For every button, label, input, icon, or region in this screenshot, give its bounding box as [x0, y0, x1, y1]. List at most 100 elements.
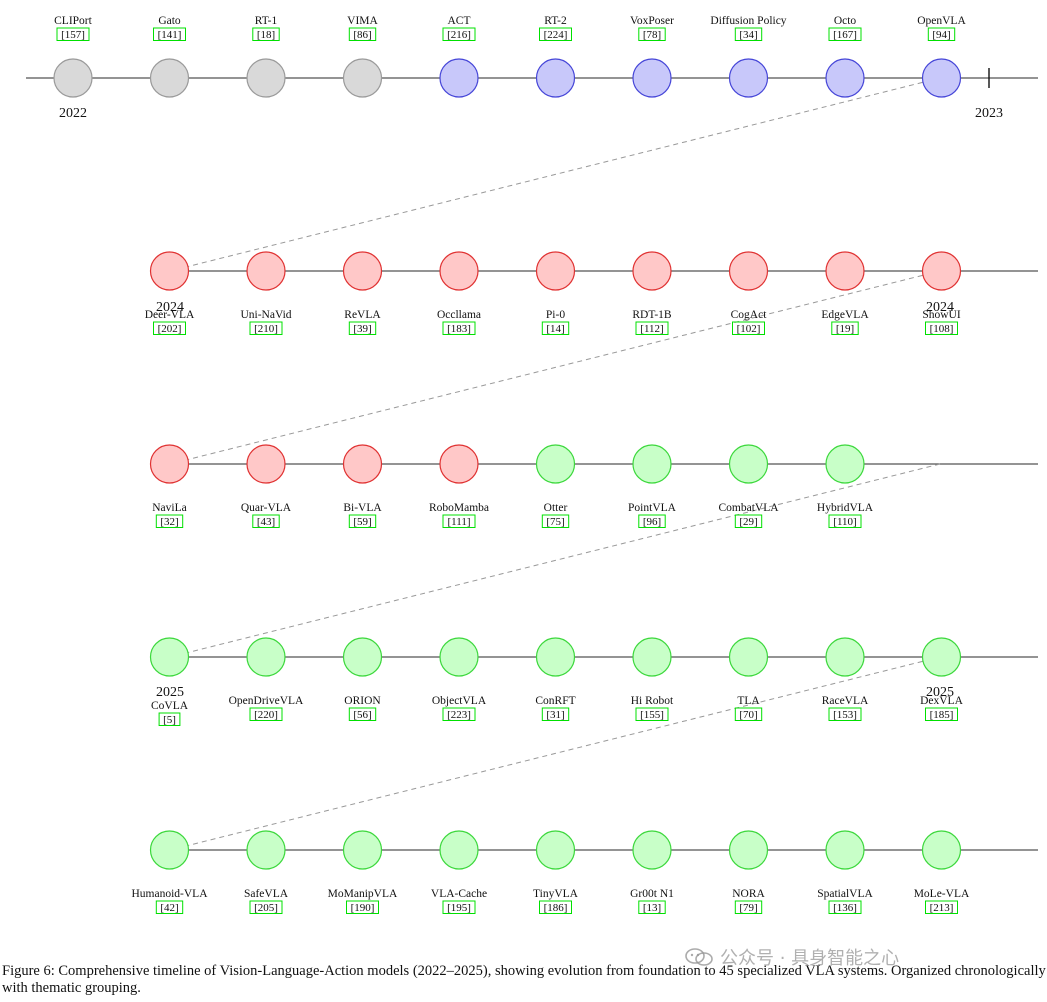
model-name-label: ORION: [344, 695, 381, 707]
citation-label: [18]: [257, 29, 275, 41]
model-name-label: TinyVLA: [533, 888, 579, 900]
model-name-label: MoLe-VLA: [914, 888, 970, 900]
model-node: [439, 637, 479, 677]
model-name-label: SpatialVLA: [817, 888, 873, 900]
citation-box: [539, 27, 572, 41]
citation-box: [442, 514, 476, 528]
citation-label: [210]: [254, 323, 278, 335]
model-node: [535, 830, 576, 870]
model-node: [632, 444, 672, 484]
year-label: 2025: [926, 685, 954, 700]
citation-box: [828, 900, 862, 914]
citation-label: [78]: [643, 29, 661, 41]
citation-box: [828, 27, 862, 41]
model-name-label: Octo: [834, 15, 857, 27]
model-node: [246, 251, 286, 291]
model-node: [53, 58, 93, 98]
citation-box: [638, 27, 666, 41]
model-name-label: NaviLa: [152, 502, 186, 514]
citation-label: [111]: [447, 516, 470, 528]
model-node: [825, 251, 865, 291]
model-node: [728, 830, 769, 870]
citation-label: [42]: [160, 902, 178, 914]
model-name-label: Otter: [544, 502, 568, 514]
citation-label: [220]: [254, 709, 278, 721]
model-node: [921, 637, 962, 677]
citation-label: [75]: [546, 516, 564, 528]
model-name-label: MoManipVLA: [328, 888, 398, 900]
model-name-label: CoVLA: [151, 700, 189, 712]
model-node: [632, 58, 672, 98]
model-node: [825, 637, 865, 677]
citation-box: [346, 900, 379, 914]
citation-box: [635, 321, 669, 335]
citation-label: [202]: [158, 323, 182, 335]
model-node: [246, 637, 286, 677]
model-name-label: Pi-0: [546, 309, 565, 321]
model-name-label: NORA: [732, 888, 765, 900]
citation-box: [925, 707, 958, 721]
model-name-label: CLIPort: [54, 15, 93, 27]
model-node: [149, 58, 190, 98]
citation-label: [110]: [833, 516, 856, 528]
citation-box: [158, 712, 181, 726]
citation-label: [5]: [163, 714, 176, 726]
model-name-label: EdgeVLA: [821, 309, 869, 321]
citation-label: [39]: [353, 323, 371, 335]
citation-box: [153, 27, 186, 41]
model-node: [728, 251, 769, 291]
model-name-label: Deer-VLA: [145, 309, 195, 321]
model-node: [439, 251, 479, 291]
model-name-label: ReVLA: [344, 309, 381, 321]
row-connector-2: [169, 270, 941, 465]
citation-label: [185]: [930, 709, 954, 721]
year-label: 2023: [975, 106, 1003, 121]
citation-label: [96]: [643, 516, 661, 528]
model-name-label: VoxPoser: [630, 15, 674, 27]
citation-label: [155]: [640, 709, 664, 721]
citation-box: [541, 707, 570, 721]
model-node: [535, 637, 576, 677]
citation-box: [56, 27, 90, 41]
model-name-label: ObjectVLA: [432, 695, 487, 707]
model-name-label: OpenDriveVLA: [229, 695, 304, 707]
model-node: [728, 444, 769, 484]
model-node: [728, 637, 769, 677]
citation-box: [925, 900, 958, 914]
model-name-label: RoboMamba: [429, 502, 489, 514]
model-node: [439, 58, 479, 98]
model-node: [149, 637, 190, 677]
citation-box: [442, 27, 476, 41]
citation-label: [94]: [932, 29, 950, 41]
model-node: [921, 58, 962, 98]
citation-box: [925, 321, 958, 335]
citation-label: [190]: [351, 902, 375, 914]
citation-box: [635, 707, 669, 721]
citation-box: [252, 514, 280, 528]
model-node: [246, 444, 286, 484]
citation-label: [136]: [833, 902, 857, 914]
model-name-label: RDT-1B: [632, 309, 672, 321]
year-label: 2024: [926, 300, 954, 315]
citation-label: [224]: [544, 29, 568, 41]
citation-box: [541, 514, 570, 528]
citation-box: [442, 707, 476, 721]
model-name-label: Uni-NaVid: [240, 309, 291, 321]
citation-box: [155, 900, 184, 914]
model-node: [342, 444, 383, 484]
citation-label: [56]: [353, 709, 371, 721]
citation-label: [59]: [353, 516, 371, 528]
model-node: [149, 251, 190, 291]
model-node: [825, 830, 865, 870]
citation-box: [638, 514, 666, 528]
citation-box: [732, 321, 765, 335]
model-name-label: Diffusion Policy: [710, 15, 786, 27]
model-node: [921, 830, 962, 870]
citation-label: [108]: [930, 323, 954, 335]
row-connector-1: [169, 77, 941, 272]
citation-label: [195]: [447, 902, 471, 914]
model-node: [728, 58, 769, 98]
citation-label: [112]: [640, 323, 663, 335]
citation-box: [927, 27, 956, 41]
model-node: [535, 58, 576, 98]
